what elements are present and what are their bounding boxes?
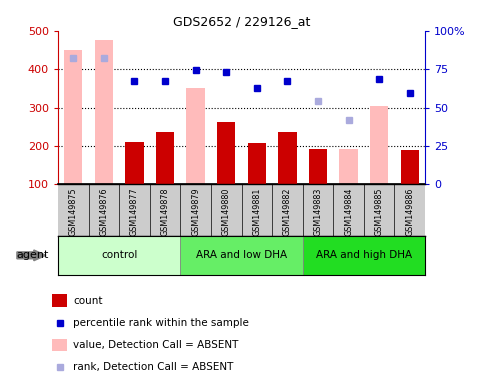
Text: agent: agent [16,250,48,260]
Text: GSM149875: GSM149875 [69,187,78,236]
Bar [52,339,67,351]
Text: GSM149886: GSM149886 [405,187,414,236]
Text: GSM149877: GSM149877 [130,187,139,236]
Text: ARA and low DHA: ARA and low DHA [196,250,287,260]
Bar [186,88,205,184]
Bar [309,149,327,184]
Bar [303,236,425,275]
Text: GSM149878: GSM149878 [160,187,170,236]
Text: value, Detection Call = ABSENT: value, Detection Call = ABSENT [73,340,239,350]
Bar [370,106,388,184]
Bar [125,142,143,184]
Text: GSM149880: GSM149880 [222,187,231,236]
Text: ARA and high DHA: ARA and high DHA [316,250,412,260]
Bar [400,150,419,184]
Bar [156,132,174,184]
Bar [95,40,113,184]
Text: count: count [73,296,103,306]
Bar [58,236,180,275]
Text: GSM149881: GSM149881 [252,187,261,236]
Bar [180,236,303,275]
Text: GSM149883: GSM149883 [313,187,323,236]
Text: GSM149876: GSM149876 [99,187,108,236]
Text: rank, Detection Call = ABSENT: rank, Detection Call = ABSENT [73,362,234,372]
Text: GSM149882: GSM149882 [283,187,292,236]
Text: GSM149885: GSM149885 [375,187,384,236]
Text: GSM149884: GSM149884 [344,187,353,236]
Text: control: control [101,250,137,260]
Bar [248,143,266,184]
Text: GSM149879: GSM149879 [191,187,200,236]
Title: GDS2652 / 229126_at: GDS2652 / 229126_at [173,15,310,28]
Bar [278,132,297,184]
Bar [64,50,83,184]
Text: percentile rank within the sample: percentile rank within the sample [73,318,249,328]
Bar [340,149,358,184]
Bar [217,122,235,184]
Bar [52,295,67,307]
